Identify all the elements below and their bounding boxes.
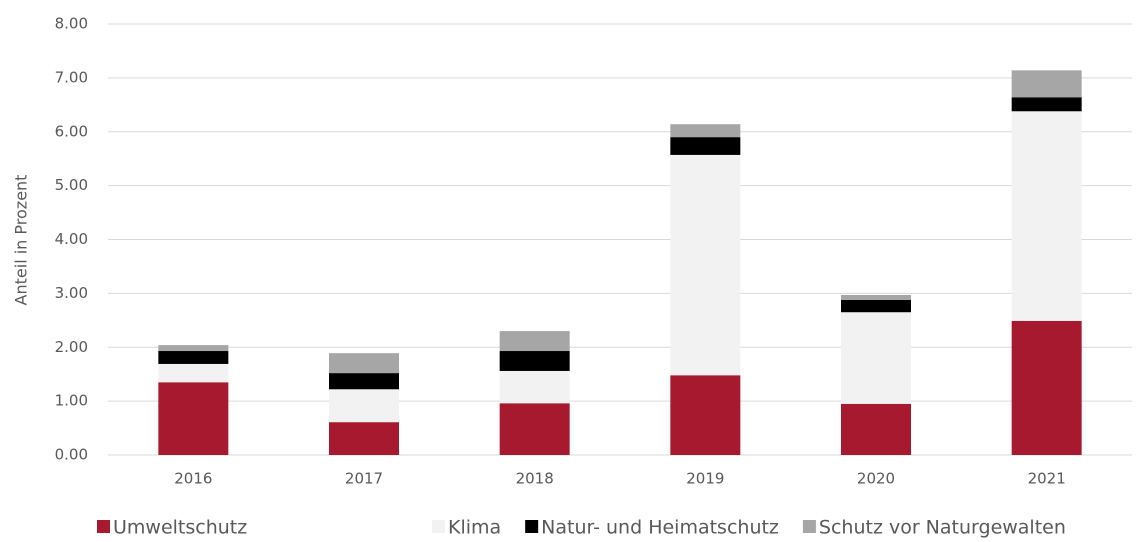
y-tick-label: 5.00 xyxy=(55,176,88,194)
bar-segment xyxy=(841,403,911,455)
bar-segment xyxy=(499,351,570,371)
bar-segment xyxy=(158,345,229,352)
y-tick-label: 6.00 xyxy=(55,122,88,140)
bar-segment xyxy=(499,403,570,455)
legend-label: Natur- und Heimatschutz xyxy=(541,517,779,539)
legend-swatch xyxy=(802,520,816,533)
legend-swatch xyxy=(525,520,539,533)
bar-segment xyxy=(329,389,399,423)
bar-segment xyxy=(1011,111,1082,321)
bar-segment xyxy=(670,375,741,455)
x-tick-label: 2020 xyxy=(857,470,895,488)
x-tick-label: 2018 xyxy=(516,470,554,488)
bar-segment xyxy=(158,351,229,364)
y-tick-label: 2.00 xyxy=(55,338,88,356)
bar-segment xyxy=(329,353,399,374)
y-tick-label: 4.00 xyxy=(55,230,88,248)
bar-segment xyxy=(499,331,570,352)
bar-segment xyxy=(1011,320,1082,455)
bar-segment xyxy=(670,137,741,155)
bar-segment xyxy=(670,124,741,138)
legend-label: Klima xyxy=(448,517,501,539)
legend-label: Schutz vor Naturgewalten xyxy=(819,517,1066,539)
bar-segment xyxy=(329,373,399,390)
legend-label: Umweltschutz xyxy=(113,517,247,539)
x-tick-label: 2016 xyxy=(174,470,212,488)
x-tick-label: 2019 xyxy=(686,470,724,488)
x-tick-label: 2017 xyxy=(345,470,383,488)
y-tick-label: 0.00 xyxy=(55,446,88,464)
bar-segment xyxy=(1011,70,1082,98)
bar-segment xyxy=(1011,97,1082,112)
legend-swatch xyxy=(97,520,110,533)
bar-segment xyxy=(841,294,911,300)
x-tick-label: 2021 xyxy=(1028,470,1066,488)
y-tick-label: 1.00 xyxy=(55,392,88,410)
bar-segment xyxy=(670,154,741,376)
y-tick-label: 7.00 xyxy=(55,68,88,86)
bar-segment xyxy=(158,363,229,383)
bar-segment xyxy=(499,370,570,404)
bar-segment xyxy=(158,382,229,455)
bar-segment xyxy=(329,422,399,455)
y-tick-label: 8.00 xyxy=(55,15,88,33)
bar-segment xyxy=(841,299,911,313)
bar-segment xyxy=(841,312,911,404)
y-axis-label: Anteil in Prozent xyxy=(12,175,31,306)
legend-swatch xyxy=(432,520,445,533)
y-tick-label: 3.00 xyxy=(55,284,88,302)
